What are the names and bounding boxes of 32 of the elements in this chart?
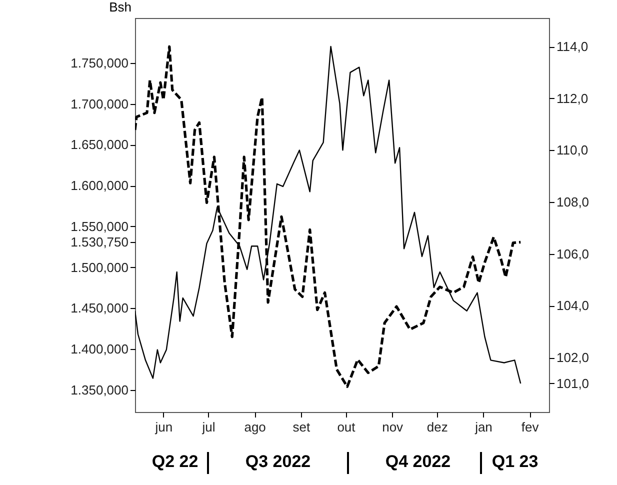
x-tick-label: jan xyxy=(474,420,492,434)
x-tick-label: set xyxy=(292,420,310,434)
y-tick-label: 1.400,000 xyxy=(70,342,128,357)
x-tick-label: dez xyxy=(426,420,448,434)
y-axis-title: Bsh xyxy=(109,0,132,14)
y2-tick-label: 101,0 xyxy=(556,376,590,391)
y-tick-label: 1.350,000 xyxy=(70,382,128,398)
y2-tick-label: 106,0 xyxy=(556,246,590,262)
y2-tick-label: 102,0 xyxy=(556,350,590,366)
y-tick-label: 1.530,750 xyxy=(70,234,128,250)
y-tick-label: 1.600,000 xyxy=(70,178,128,194)
y-tick-label: 1.700,000 xyxy=(70,96,128,112)
text: Q4 2022 xyxy=(385,452,451,472)
y-tick-label: 1.450,000 xyxy=(70,300,128,316)
text: Q3 2022 xyxy=(245,452,311,472)
x-tick-label: jul xyxy=(201,420,216,434)
text: Q1 23 xyxy=(492,452,538,472)
x-tick-label: jun xyxy=(154,420,173,434)
y-tick-label: 1.750,000 xyxy=(70,55,128,70)
y2-tick-label: 110,0 xyxy=(556,142,588,158)
x-tick-label: fev xyxy=(521,420,540,434)
x-tick-label: nov xyxy=(382,420,404,434)
x-tick-label: out xyxy=(337,420,356,434)
x-tick-label: ago xyxy=(244,420,266,434)
y2-tick-label: 112,0 xyxy=(556,90,588,106)
y2-tick-label: 114,0 xyxy=(556,39,588,54)
y-tick-label: 1.500,000 xyxy=(70,260,128,275)
y2-tick-label: 104,0 xyxy=(556,298,590,314)
text: Q2 22 xyxy=(152,452,198,472)
y-tick-label: 1.650,000 xyxy=(70,137,128,152)
y-tick-label: 1.550,000 xyxy=(70,218,128,234)
y2-tick-label: 108,0 xyxy=(556,194,590,210)
